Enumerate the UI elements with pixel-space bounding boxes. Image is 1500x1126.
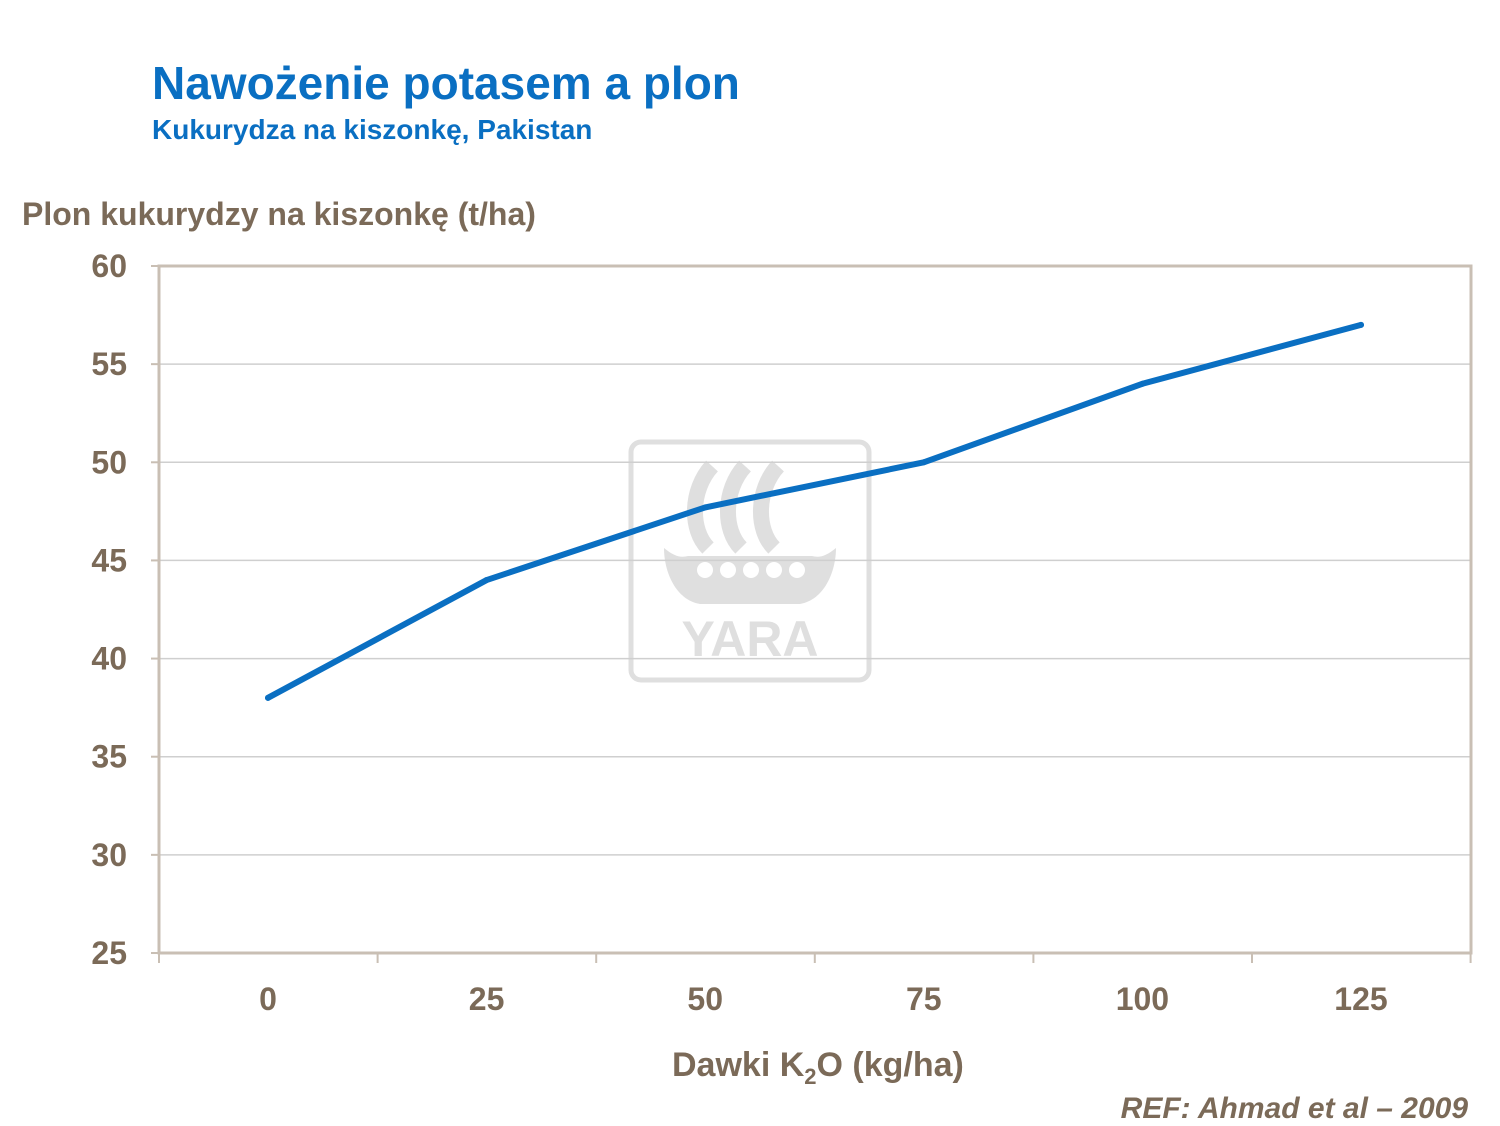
x-tick-label: 50: [687, 981, 723, 1017]
x-tick-label: 100: [1116, 981, 1169, 1017]
y-axis-label: Plon kukurydzy na kiszonkę (t/ha): [22, 196, 536, 232]
y-tick-label: 30: [91, 837, 127, 873]
page-subtitle: Kukurydza na kiszonkę, Pakistan: [152, 114, 593, 145]
y-tick-label: 45: [91, 542, 127, 578]
y-tick-label: 50: [91, 444, 127, 480]
x-tick-label: 125: [1334, 981, 1387, 1017]
data-point: [920, 459, 927, 466]
y-tick-label: 25: [91, 935, 127, 971]
x-axis-label: Dawki K2O (kg/ha): [672, 1046, 964, 1088]
y-tick-label: 60: [91, 248, 127, 284]
y-tick-label: 55: [91, 346, 127, 382]
data-point: [265, 694, 271, 701]
x-tick-label: 25: [469, 981, 505, 1017]
y-tick-label: 35: [91, 739, 127, 775]
series-line: [265, 321, 1364, 701]
axes: 25 30 35 40 45 50 55 60 0 25 50 75 100 125: [91, 248, 1472, 1017]
x-axis-label-tail: O (kg/ha): [816, 1046, 964, 1084]
x-tick-label: 75: [906, 981, 942, 1017]
x-tick-label: 0: [259, 981, 277, 1017]
data-point: [1358, 321, 1364, 328]
page-title: Nawożenie potasem a plon: [152, 57, 740, 109]
data-point: [483, 577, 490, 584]
y-tick-label: 40: [91, 641, 127, 677]
data-point: [1139, 380, 1146, 387]
x-axis-label-subscript: 2: [804, 1064, 817, 1089]
data-point: [702, 504, 709, 511]
x-axis-label-main: Dawki K: [672, 1046, 805, 1084]
series-layer: [265, 321, 1364, 701]
grid-lines: [159, 363, 1471, 856]
plot-area-frame: [157, 264, 1473, 955]
viking-ship-logo-icon: [664, 460, 836, 604]
yara-watermark: YARA: [628, 439, 872, 683]
reference-note: REF: Ahmad et al – 2009: [1120, 1092, 1468, 1125]
watermark-text: YARA: [681, 611, 818, 667]
